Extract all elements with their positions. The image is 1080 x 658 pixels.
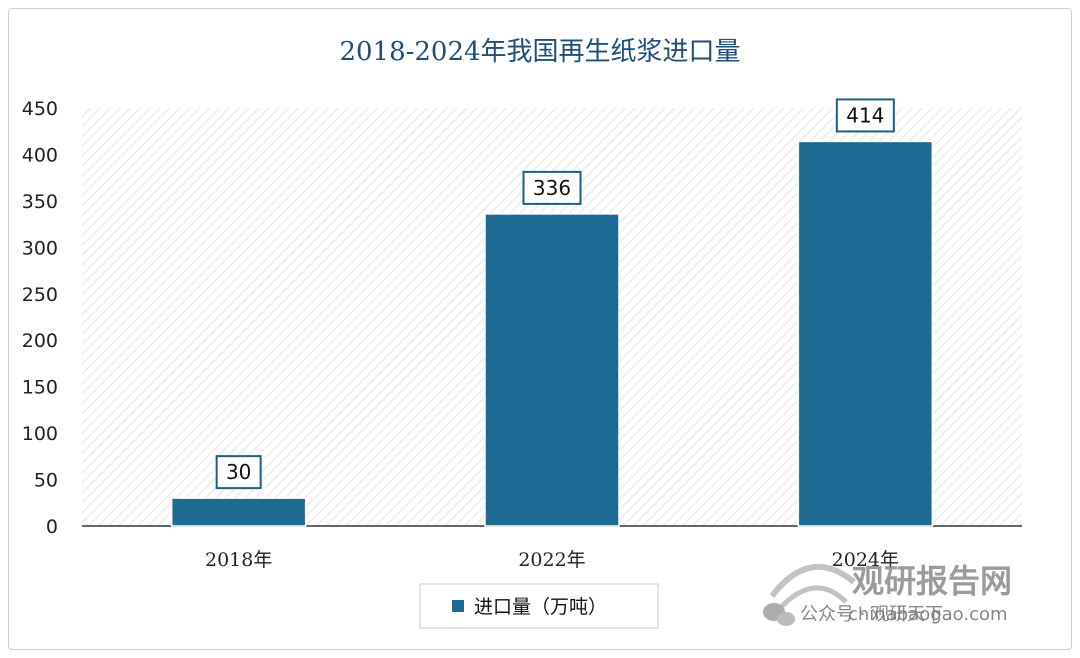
y-tick-label: 0 [46,516,58,538]
chart-title: 2018-2024年我国再生纸浆进口量 [339,37,740,67]
data-label-box [835,98,895,133]
data-label-box [215,455,262,490]
y-tick-label: 300 [22,237,58,259]
data-label: 30 [226,460,251,484]
data-label: 336 [533,176,571,200]
y-axis: 0 50 100 150 200 250 300 350 400 450 [22,98,58,538]
y-tick-label: 50 [34,470,58,492]
legend-label: 进口量（万吨） [474,596,607,618]
bar [170,497,307,527]
y-tick-label: 450 [22,98,58,120]
x-axis: 2018年 2022年 2024年 [205,549,899,571]
y-tick-label: 200 [22,330,58,352]
y-tick-label: 150 [22,377,58,399]
bars: 30 336 414 [170,98,934,527]
x-tick-label: 2024年 [832,549,899,571]
data-label-box [522,170,582,205]
legend: 进口量（万吨） [419,583,659,629]
x-tick-label: 2022年 [518,549,585,571]
legend-swatch [452,600,464,612]
y-tick-label: 250 [22,284,58,306]
watermark-brand: 观研报告网 [852,562,1012,600]
y-tick-label: 100 [22,423,58,445]
watermark-logo-icon [769,564,856,608]
x-tick-label: 2018年 [205,549,272,571]
y-tick-label: 350 [22,191,58,213]
watermark-account: 公众号 · 观研天下 [800,604,943,625]
data-label: 414 [846,103,884,127]
watermark-site: chinabaogao.com [848,604,1008,625]
watermark: 观研报告网 公众号 · 观研天下 chinabaogao.com [763,562,1012,626]
y-tick-label: 400 [22,144,58,166]
bar [484,213,620,527]
bar [797,140,934,527]
wechat-icon [763,603,795,626]
